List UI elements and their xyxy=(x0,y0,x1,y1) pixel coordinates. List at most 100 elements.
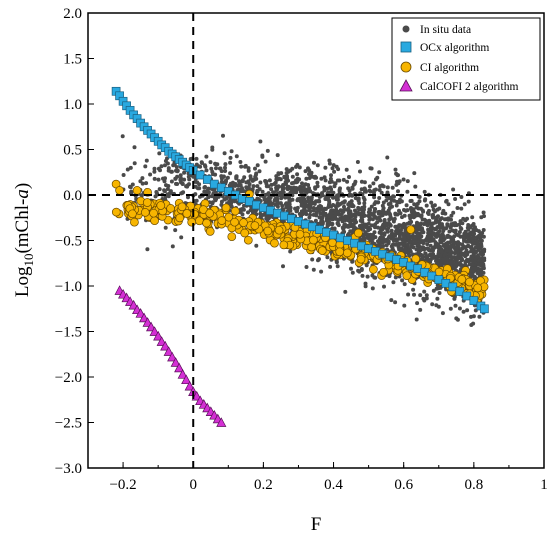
in-situ-point xyxy=(398,211,403,216)
in-situ-point xyxy=(445,233,450,238)
ci-point xyxy=(457,275,467,284)
in-situ-point xyxy=(186,195,190,200)
in-situ-point xyxy=(440,311,445,316)
in-situ-point xyxy=(372,190,376,195)
in-situ-point xyxy=(179,235,184,240)
ci-point xyxy=(369,265,378,274)
in-situ-point xyxy=(200,161,204,165)
y-tick-label: 2.0 xyxy=(63,6,82,22)
in-situ-point xyxy=(430,302,435,307)
in-situ-point xyxy=(418,293,423,298)
in-situ-point xyxy=(266,191,271,196)
in-situ-point xyxy=(228,155,233,160)
ci-point xyxy=(263,226,273,236)
ocx-point xyxy=(469,296,479,305)
in-situ-point xyxy=(275,153,280,158)
in-situ-point xyxy=(435,214,440,219)
in-situ-point xyxy=(234,176,239,181)
in-situ-point xyxy=(258,139,263,144)
ci-point xyxy=(224,212,234,222)
in-situ-point xyxy=(279,196,284,201)
in-situ-point xyxy=(395,199,400,204)
in-situ-point xyxy=(402,213,407,218)
in-situ-point xyxy=(376,210,381,214)
in-situ-point xyxy=(403,225,407,230)
in-situ-point xyxy=(394,203,399,208)
ocx-point xyxy=(448,282,458,292)
ci-point xyxy=(279,240,289,250)
in-situ-point xyxy=(325,186,330,191)
in-situ-point xyxy=(253,166,257,171)
in-situ-point xyxy=(378,218,383,223)
in-situ-point xyxy=(173,176,178,181)
in-situ-point xyxy=(280,184,284,189)
calcofi-point xyxy=(177,369,188,379)
in-situ-point xyxy=(303,187,308,192)
in-situ-point xyxy=(274,196,279,201)
in-situ-point xyxy=(431,248,435,253)
in-situ-point xyxy=(481,264,486,269)
in-situ-point xyxy=(426,247,431,252)
calcofi-point xyxy=(149,326,160,336)
in-situ-point xyxy=(308,209,313,214)
x-tick-label: 0.4 xyxy=(324,477,343,493)
in-situ-point xyxy=(267,178,272,183)
in-situ-point xyxy=(202,185,207,190)
in-situ-point xyxy=(470,247,475,252)
in-situ-point xyxy=(460,221,465,226)
reference-lines xyxy=(88,13,544,468)
in-situ-point xyxy=(132,161,137,166)
in-situ-point xyxy=(320,215,325,220)
in-situ-point xyxy=(349,266,353,271)
y-axis-ticks: 2.0 1.5 1.0 0.5 0.0 −0.5 −1.0 −1.5 −2.0 −2.5 −3.0 xyxy=(55,6,94,477)
in-situ-point xyxy=(406,292,411,297)
in-situ-point xyxy=(435,231,440,235)
in-situ-point xyxy=(363,284,368,289)
in-situ-point xyxy=(268,196,272,201)
in-situ-point xyxy=(326,190,331,195)
ci-point xyxy=(140,208,150,217)
in-situ-point xyxy=(313,186,318,191)
in-situ-point xyxy=(447,229,452,234)
in-situ-point xyxy=(431,252,436,257)
ci-point xyxy=(243,235,253,245)
in-situ-point xyxy=(438,253,443,258)
in-situ-point xyxy=(433,219,438,224)
in-situ-point xyxy=(351,223,356,228)
in-situ-point xyxy=(397,179,402,184)
in-situ-point xyxy=(333,181,338,186)
in-situ-point xyxy=(474,249,478,254)
in-situ-point xyxy=(456,233,461,238)
in-situ-point xyxy=(449,213,454,218)
in-situ-point xyxy=(421,222,426,226)
in-situ-point xyxy=(478,234,483,239)
in-situ-point xyxy=(223,162,228,167)
in-situ-point xyxy=(452,296,457,301)
in-situ-point xyxy=(414,317,419,322)
in-situ-point xyxy=(281,264,285,269)
ci-point xyxy=(411,254,421,264)
in-situ-point xyxy=(386,208,391,213)
in-situ-point xyxy=(246,185,251,190)
calcofi-point xyxy=(170,357,181,367)
in-situ-point xyxy=(258,180,263,185)
in-situ-point xyxy=(244,180,249,185)
in-situ-point xyxy=(370,286,375,291)
legend-label-ocx: OCx algorithm xyxy=(420,42,489,54)
in-situ-point xyxy=(173,228,178,233)
ci-point xyxy=(406,225,416,234)
in-situ-point xyxy=(400,242,405,247)
in-situ-point xyxy=(320,193,325,198)
in-situ-point xyxy=(407,220,412,225)
ci-point xyxy=(230,217,239,227)
in-situ-point xyxy=(446,217,451,222)
in-situ-point xyxy=(295,179,300,184)
in-situ-point xyxy=(274,174,279,179)
ci-point xyxy=(270,238,279,248)
y-tick-label: −0.5 xyxy=(55,234,82,250)
in-situ-point xyxy=(441,234,446,239)
in-situ-point xyxy=(327,180,332,185)
in-situ-point xyxy=(255,163,260,168)
in-situ-point xyxy=(475,244,480,249)
in-situ-point xyxy=(417,236,422,240)
